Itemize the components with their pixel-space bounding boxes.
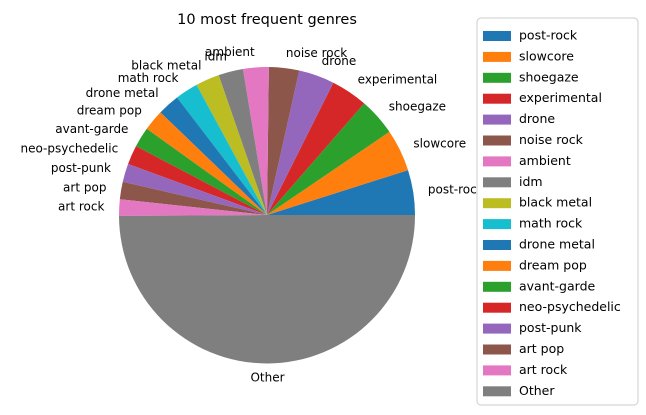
legend-label-dream-pop: dream pop [519, 257, 587, 272]
pie-slice-shoegaze [267, 103, 390, 215]
legend-swatch-other [483, 386, 511, 397]
legend-label-noise-rock: noise rock [519, 132, 584, 147]
legend-swatch-post-rock [483, 31, 511, 41]
legend-swatch-art-pop [483, 344, 511, 355]
pie-slice-noise-rock [267, 67, 300, 215]
legend-label-experimental: experimental [519, 90, 602, 105]
legend-label-math-rock: math rock [519, 216, 583, 231]
pie-label-neo-psychedelic: neo-psychedelic [20, 141, 118, 155]
legend-swatch-drone [483, 114, 511, 125]
legend-label-ambient: ambient [519, 153, 571, 168]
pie-label-post-punk: post-punk [51, 161, 111, 175]
pie-label-math-rock: math rock [118, 71, 179, 85]
pie-label-experimental: experimental [358, 72, 438, 86]
pie-label-idm: idm [204, 50, 227, 64]
legend-swatch-drone-metal [483, 240, 511, 250]
legend-swatch-neo-psychedelic [483, 302, 511, 313]
pie-slice-drone [267, 70, 334, 215]
pie-label-post-rock: post-rock [428, 183, 484, 197]
pie-slice-post-punk [122, 163, 268, 215]
legend-label-slowcore: slowcore [519, 48, 574, 63]
legend-swatch-black-metal [483, 198, 511, 209]
legend-frame [476, 17, 639, 406]
legend-label-drone: drone [519, 111, 555, 126]
legend-swatch-noise-rock [483, 135, 511, 146]
legend-label-neo-psychedelic: neo-psychedelic [519, 299, 621, 314]
legend-swatch-art-rock [483, 365, 511, 376]
legend: post-rock slowcore shoegaze experimental dro… [476, 17, 639, 406]
pie-labels: post-rockslowcoreshoegazeexperimentaldro… [20, 45, 483, 384]
legend-label-avant-garde: avant-garde [519, 278, 595, 293]
legend-label-art-pop: art pop [519, 341, 564, 356]
pie-label-avant-garde: avant-garde [55, 122, 128, 136]
legend-swatch-ambient [483, 156, 511, 167]
legend-swatch-idm [483, 177, 511, 188]
pie-slice-neo-psychedelic [128, 146, 267, 215]
pie-label-drone: drone [322, 54, 357, 68]
pie-label-shoegaze: shoegaze [389, 99, 446, 113]
legend-label-shoegaze: shoegaze [519, 69, 579, 84]
pie-label-other: Other [250, 370, 284, 384]
legend-swatch-math-rock [483, 219, 511, 230]
pie-label-noise-rock: noise rock [286, 46, 347, 60]
legend-swatch-slowcore [483, 51, 511, 62]
legend-label-drone-metal: drone metal [519, 237, 595, 252]
pie-slice-drone-metal [160, 97, 267, 215]
legend-label-other: Other [519, 383, 555, 398]
pie-slice-ambient [242, 66, 269, 215]
legend-swatch-dream-pop [483, 260, 511, 271]
pie-slice-art-rock [118, 199, 268, 216]
pie-label-art-pop: art pop [63, 181, 106, 195]
pie-slice-art-pop [119, 181, 267, 215]
pie-slice-black-metal [196, 75, 267, 215]
pie-slice-dream-pop [146, 112, 267, 215]
legend-swatch-experimental [483, 93, 511, 104]
pie-label-dream-pop: dream pop [77, 103, 142, 117]
legend-label-post-punk: post-punk [519, 320, 582, 335]
pie-label-art-rock: art rock [58, 199, 104, 213]
pie-slices [118, 66, 416, 364]
legend-label-idm: idm [519, 174, 543, 189]
pie-slice-experimental [267, 82, 365, 216]
legend-swatch-shoegaze [483, 72, 511, 83]
pie-slice-idm [218, 68, 267, 215]
pie-slice-post-rock [267, 170, 415, 215]
pie-label-black-metal: black metal [131, 59, 201, 73]
pie-label-slowcore: slowcore [413, 136, 466, 150]
pie-slice-other [119, 215, 416, 364]
legend-swatch-avant-garde [483, 281, 511, 292]
legend-swatch-post-punk [483, 323, 511, 334]
pie-label-ambient: ambient [205, 45, 255, 59]
pie-label-drone-metal: drone metal [86, 86, 159, 100]
legend-label-art-rock: art rock [519, 362, 568, 377]
pie-slice-slowcore [267, 131, 409, 215]
pie-slice-avant-garde [135, 128, 267, 215]
legend-label-post-rock: post-rock [519, 28, 578, 43]
chart-title: 10 most frequent genres [177, 12, 357, 28]
pie-slice-math-rock [177, 84, 267, 215]
legend-label-black-metal: black metal [519, 195, 592, 210]
